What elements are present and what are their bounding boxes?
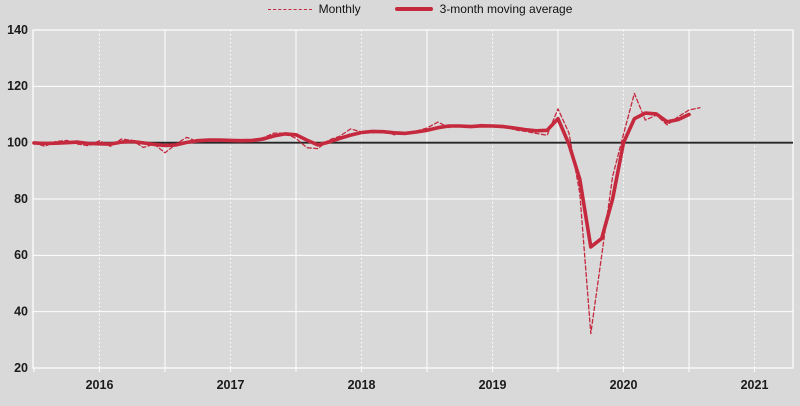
solid-line-icon [394,7,433,11]
y-axis-tick-label: 80 [14,192,28,206]
x-axis-year-label: 2018 [348,378,376,392]
y-axis-tick-label: 60 [14,248,28,262]
x-axis-year-label: 2020 [610,378,638,392]
x-axis-year-label: 2021 [741,378,769,392]
legend: Monthly 3-month moving average [0,2,800,16]
x-axis-year-label: 2017 [217,378,245,392]
y-axis-tick-label: 100 [7,135,28,149]
y-axis-tick-label: 20 [14,361,28,375]
plot-border [32,29,794,369]
y-axis-tick-label: 120 [7,79,28,93]
x-axis-year-label: 2016 [86,378,114,392]
legend-label-monthly: Monthly [318,2,361,16]
legend-label-moving-average: 3-month moving average [439,2,573,16]
y-axis-tick-label: 140 [7,23,28,37]
x-axis-year-label: 2019 [479,378,507,392]
y-axis-tick-label: 40 [14,304,28,318]
moving-average-line [32,111,691,249]
legend-item-moving-average: 3-month moving average [394,2,573,16]
dashed-line-icon [267,8,312,10]
legend-item-monthly: Monthly [267,2,361,16]
